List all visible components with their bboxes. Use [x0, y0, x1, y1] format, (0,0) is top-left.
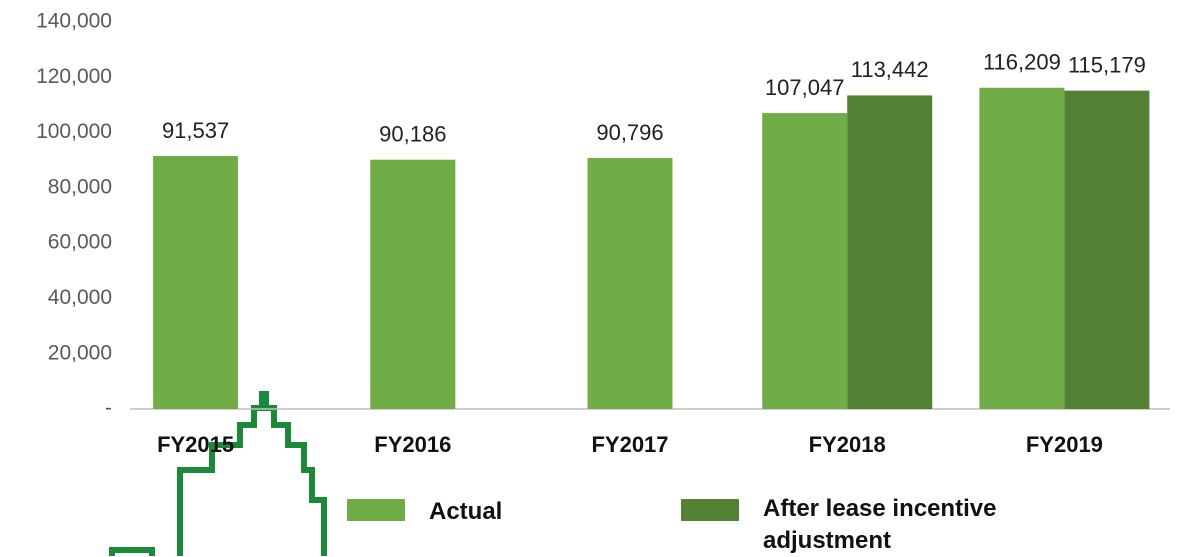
legend-label: After lease incentive adjustment [763, 495, 997, 554]
x-tick-label: FY2016 [374, 432, 451, 457]
value-label: 91,537 [162, 118, 229, 143]
value-label: 107,047 [765, 75, 845, 100]
value-label: 90,796 [596, 120, 663, 145]
bar [153, 155, 239, 409]
x-tick-label: FY2019 [1026, 432, 1103, 457]
bar [587, 158, 673, 409]
bar [847, 95, 933, 409]
y-tick-label: 120,000 [36, 65, 112, 88]
y-tick-label: 20,000 [48, 341, 112, 364]
value-label: 115,179 [1068, 52, 1146, 77]
y-tick-label: - [105, 397, 112, 420]
y-tick-label: 100,000 [36, 120, 112, 143]
value-label: 90,186 [379, 122, 446, 147]
y-tick-label: 80,000 [48, 175, 112, 198]
building-outline [109, 391, 327, 556]
legend-swatch [347, 499, 405, 521]
value-label: 116,209 [983, 50, 1061, 75]
x-tick-label: FY2015 [157, 432, 234, 457]
y-tick-label: 140,000 [36, 10, 112, 33]
bar [1064, 90, 1150, 409]
legend-item: After lease incentive adjustment [681, 495, 1081, 557]
legend-swatch [681, 499, 739, 521]
bar [979, 87, 1065, 409]
x-tick-label: FY2018 [809, 432, 886, 457]
y-tick-label: 40,000 [48, 286, 112, 309]
bar [370, 159, 456, 409]
value-label: 113,442 [851, 57, 929, 82]
x-tick-label: FY2017 [591, 432, 668, 457]
bar [762, 113, 848, 410]
y-tick-label: 60,000 [48, 231, 112, 254]
legend-label: Actual [429, 498, 503, 525]
legend-item: Actual [347, 498, 502, 526]
